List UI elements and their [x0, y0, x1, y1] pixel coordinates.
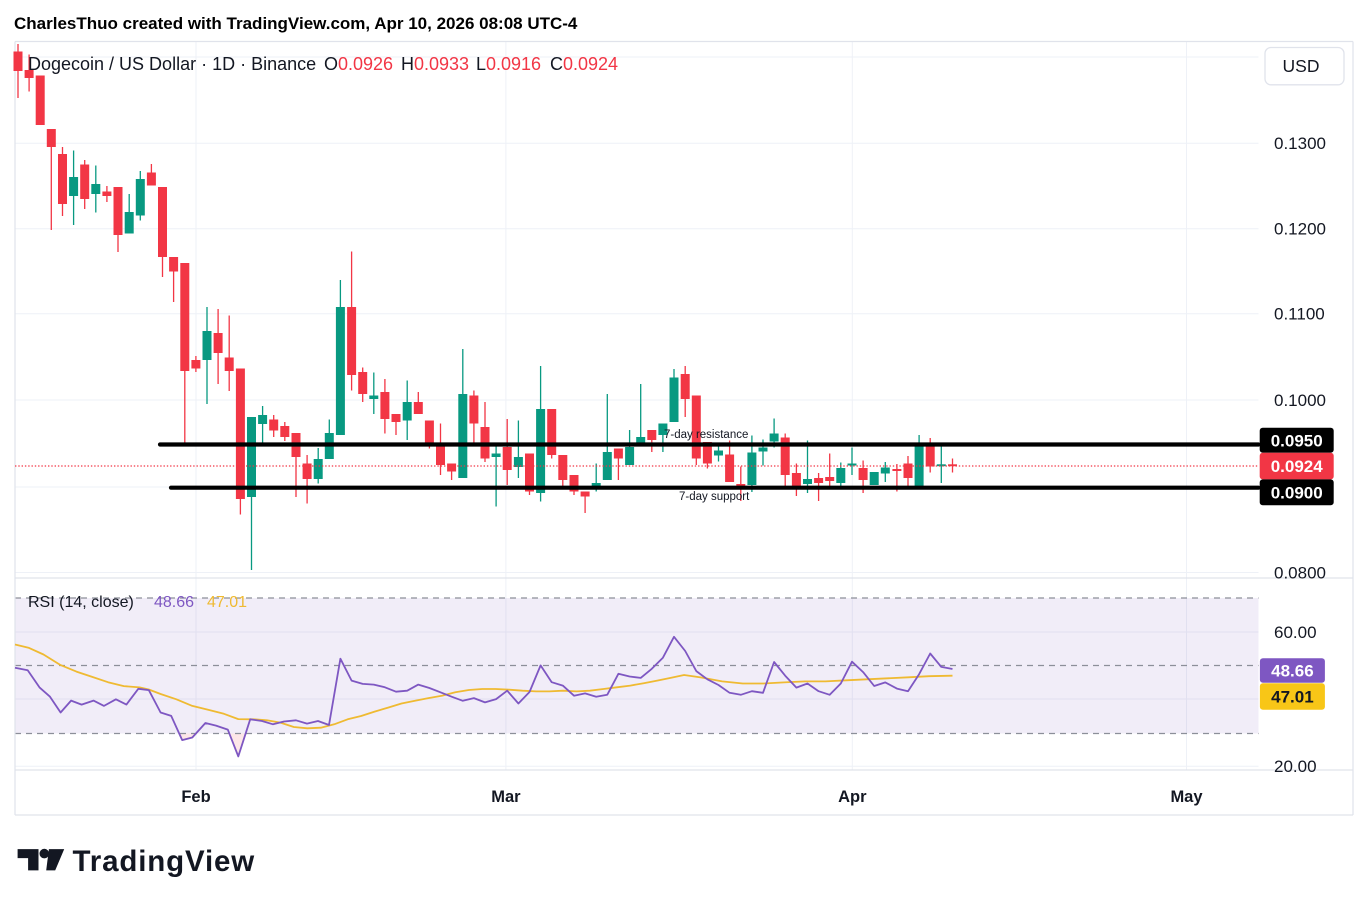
svg-text:Feb: Feb — [181, 788, 210, 806]
svg-text:0.1200: 0.1200 — [1274, 220, 1326, 239]
svg-text:60.00: 60.00 — [1274, 623, 1317, 642]
svg-text:48.66: 48.66 — [154, 594, 194, 611]
svg-text:L0.0916: L0.0916 — [476, 54, 541, 74]
svg-text:0.1300: 0.1300 — [1274, 134, 1326, 153]
svg-text:0.1000: 0.1000 — [1274, 391, 1326, 410]
svg-text:USD: USD — [1283, 56, 1320, 76]
svg-text:O0.0926: O0.0926 — [324, 54, 393, 74]
svg-text:RSI (14, close): RSI (14, close) — [28, 594, 134, 611]
svg-text:H0.0933: H0.0933 — [401, 54, 469, 74]
svg-text:May: May — [1170, 788, 1203, 806]
svg-text:0.0924: 0.0924 — [1271, 457, 1324, 476]
svg-text:0.0900: 0.0900 — [1271, 483, 1323, 502]
svg-text:Dogecoin / US Dollar · 1D · Bi: Dogecoin / US Dollar · 1D · Binance — [28, 54, 316, 74]
svg-text:48.66: 48.66 — [1271, 661, 1314, 680]
svg-text:7-day support: 7-day support — [679, 491, 750, 503]
svg-text:Mar: Mar — [491, 788, 521, 806]
svg-text:0.0950: 0.0950 — [1271, 431, 1323, 450]
svg-text:CharlesThuo created with Tradi: CharlesThuo created with TradingView.com… — [14, 14, 578, 33]
svg-text:47.01: 47.01 — [1271, 687, 1314, 706]
svg-text:0.1100: 0.1100 — [1274, 305, 1325, 324]
svg-text:TradingView: TradingView — [73, 845, 256, 878]
svg-text:47.01: 47.01 — [207, 594, 247, 611]
svg-text:0.0800: 0.0800 — [1274, 564, 1326, 583]
svg-text:20.00: 20.00 — [1274, 757, 1317, 776]
svg-text:Apr: Apr — [838, 788, 867, 806]
svg-text:7-day resistance: 7-day resistance — [664, 429, 748, 441]
svg-text:C0.0924: C0.0924 — [550, 54, 618, 74]
